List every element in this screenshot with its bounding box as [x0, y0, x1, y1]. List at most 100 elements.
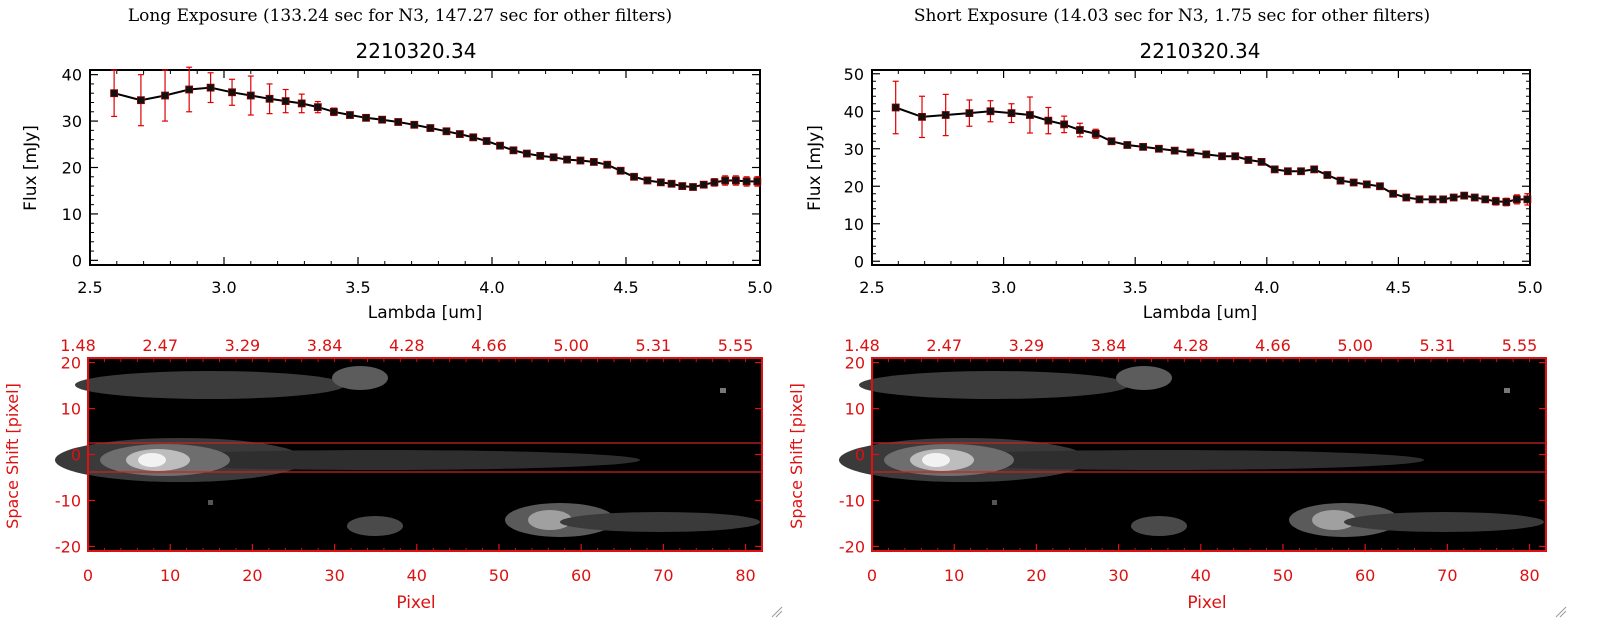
data-point: [1439, 195, 1448, 204]
data-point: [1123, 141, 1132, 149]
image-top-tick-label: 1.48: [844, 336, 880, 355]
image-x-tick-label: 30: [1108, 566, 1128, 585]
image-top-tick-label: 3.84: [307, 336, 343, 355]
y-tick-label: 20: [844, 177, 864, 196]
data-point: [986, 107, 995, 116]
data-point: [1310, 165, 1319, 174]
x-tick-label: 3.5: [1122, 278, 1147, 297]
short-image-y-label: Space Shift [pixel]: [787, 383, 806, 529]
short-spectrum-frame: [871, 69, 1531, 266]
data-point: [667, 179, 676, 188]
data-point: [941, 111, 950, 119]
data-point: [455, 130, 464, 138]
data-point: [689, 183, 697, 191]
data-point: [1283, 167, 1292, 176]
data-point: [731, 176, 740, 185]
image-y-tick-label: 10: [61, 400, 81, 419]
y-tick-label: 30: [844, 140, 864, 159]
image-y-tick-label: 10: [845, 400, 865, 419]
image-top-tick-label: 2.47: [142, 336, 178, 355]
data-point: [616, 166, 625, 175]
short-exposure-panel: Short Exposure (14.03 sec for N3, 1.75 s…: [787, 6, 1547, 613]
long-exposure-heading: Long Exposure (133.24 sec for N3, 147.27…: [128, 6, 672, 26]
image-x-tick-label: 50: [489, 566, 509, 585]
image-y-tick-label: 0: [855, 446, 865, 465]
short-spectrum-x-label: Lambda [um]: [1143, 303, 1257, 323]
data-point: [228, 88, 236, 97]
y-tick-label: 30: [62, 112, 82, 131]
x-tick-label: 3.0: [211, 278, 236, 297]
data-point: [161, 91, 169, 100]
image-top-tick-label: 5.55: [718, 336, 754, 355]
image-x-tick-label: 20: [242, 566, 262, 585]
data-point: [378, 115, 387, 124]
image-top-tick-label: 4.28: [1173, 336, 1209, 355]
image-top-tick-label: 4.28: [389, 336, 425, 355]
image-x-tick-label: 40: [407, 566, 427, 585]
data-point: [576, 156, 585, 165]
image-y-tick-label: -20: [55, 537, 81, 556]
image-top-tick-label: 3.29: [1009, 336, 1045, 355]
data-point: [589, 158, 598, 166]
image-top-tick-label: 5.00: [553, 336, 589, 355]
image-top-tick-label: 3.84: [1091, 336, 1127, 355]
data-point: [1523, 195, 1532, 204]
data-point: [699, 180, 708, 189]
resize-grip-right[interactable]: [1555, 606, 1567, 618]
data-point: [536, 151, 545, 160]
image-x-tick-label: 70: [1437, 566, 1457, 585]
data-point: [1402, 193, 1411, 202]
resize-grip-left[interactable]: [771, 606, 783, 618]
image-top-tick-label: 1.48: [60, 336, 96, 355]
y-tick-label: 20: [62, 159, 82, 178]
data-point: [563, 155, 571, 164]
image-top-tick-label: 5.55: [1502, 336, 1538, 355]
x-tick-label: 4.0: [479, 278, 504, 297]
image-top-tick-label: 3.29: [225, 336, 261, 355]
data-point: [1218, 152, 1226, 161]
long-spectrum-frame: [89, 69, 761, 266]
data-point: [1502, 198, 1511, 206]
y-tick-label: 40: [844, 102, 864, 121]
image-x-tick-label: 40: [1191, 566, 1211, 585]
x-tick-label: 4.5: [613, 278, 638, 297]
data-point: [1389, 189, 1398, 198]
short-spectrum-y-label: Flux [mJy]: [805, 125, 825, 211]
data-point: [1470, 193, 1479, 202]
data-point: [509, 146, 518, 155]
image-x-tick-label: 80: [1519, 566, 1539, 585]
short-image-ticks: 0 10 20 30 40 50 60 70 80 1.48 2.47 3.29 3.84 4.28 4.6…: [839, 336, 1547, 585]
data-point: [1349, 178, 1358, 187]
data-point: [206, 83, 215, 92]
data-point: [281, 97, 290, 106]
data-point: [297, 99, 306, 108]
data-point: [1428, 195, 1437, 204]
image-top-tick-label: 5.31: [636, 336, 672, 355]
image-y-tick-label: 0: [71, 446, 81, 465]
data-point: [1202, 150, 1211, 159]
image-x-tick-label: 30: [324, 566, 344, 585]
data-point: [1044, 116, 1053, 125]
data-point: [965, 109, 974, 118]
data-point: [1481, 195, 1490, 204]
data-point: [603, 160, 612, 169]
data-point: [1060, 120, 1069, 129]
data-point: [656, 178, 665, 187]
image-x-tick-label: 60: [571, 566, 591, 585]
data-point: [410, 120, 419, 129]
data-point: [918, 112, 926, 121]
long-exposure-panel: Long Exposure (133.24 sec for N3, 147.27…: [3, 6, 773, 613]
image-x-tick-label: 10: [160, 566, 180, 585]
data-point: [137, 96, 145, 105]
short-spectrum-series: [891, 80, 1532, 207]
data-point: [1154, 144, 1163, 153]
data-point: [1270, 165, 1279, 174]
x-tick-label: 3.5: [345, 278, 370, 297]
data-point: [1107, 137, 1116, 146]
image-x-tick-label: 0: [867, 566, 877, 585]
data-point: [1026, 111, 1034, 119]
data-point: [1415, 195, 1424, 204]
data-point: [753, 177, 762, 186]
data-point: [891, 103, 900, 112]
